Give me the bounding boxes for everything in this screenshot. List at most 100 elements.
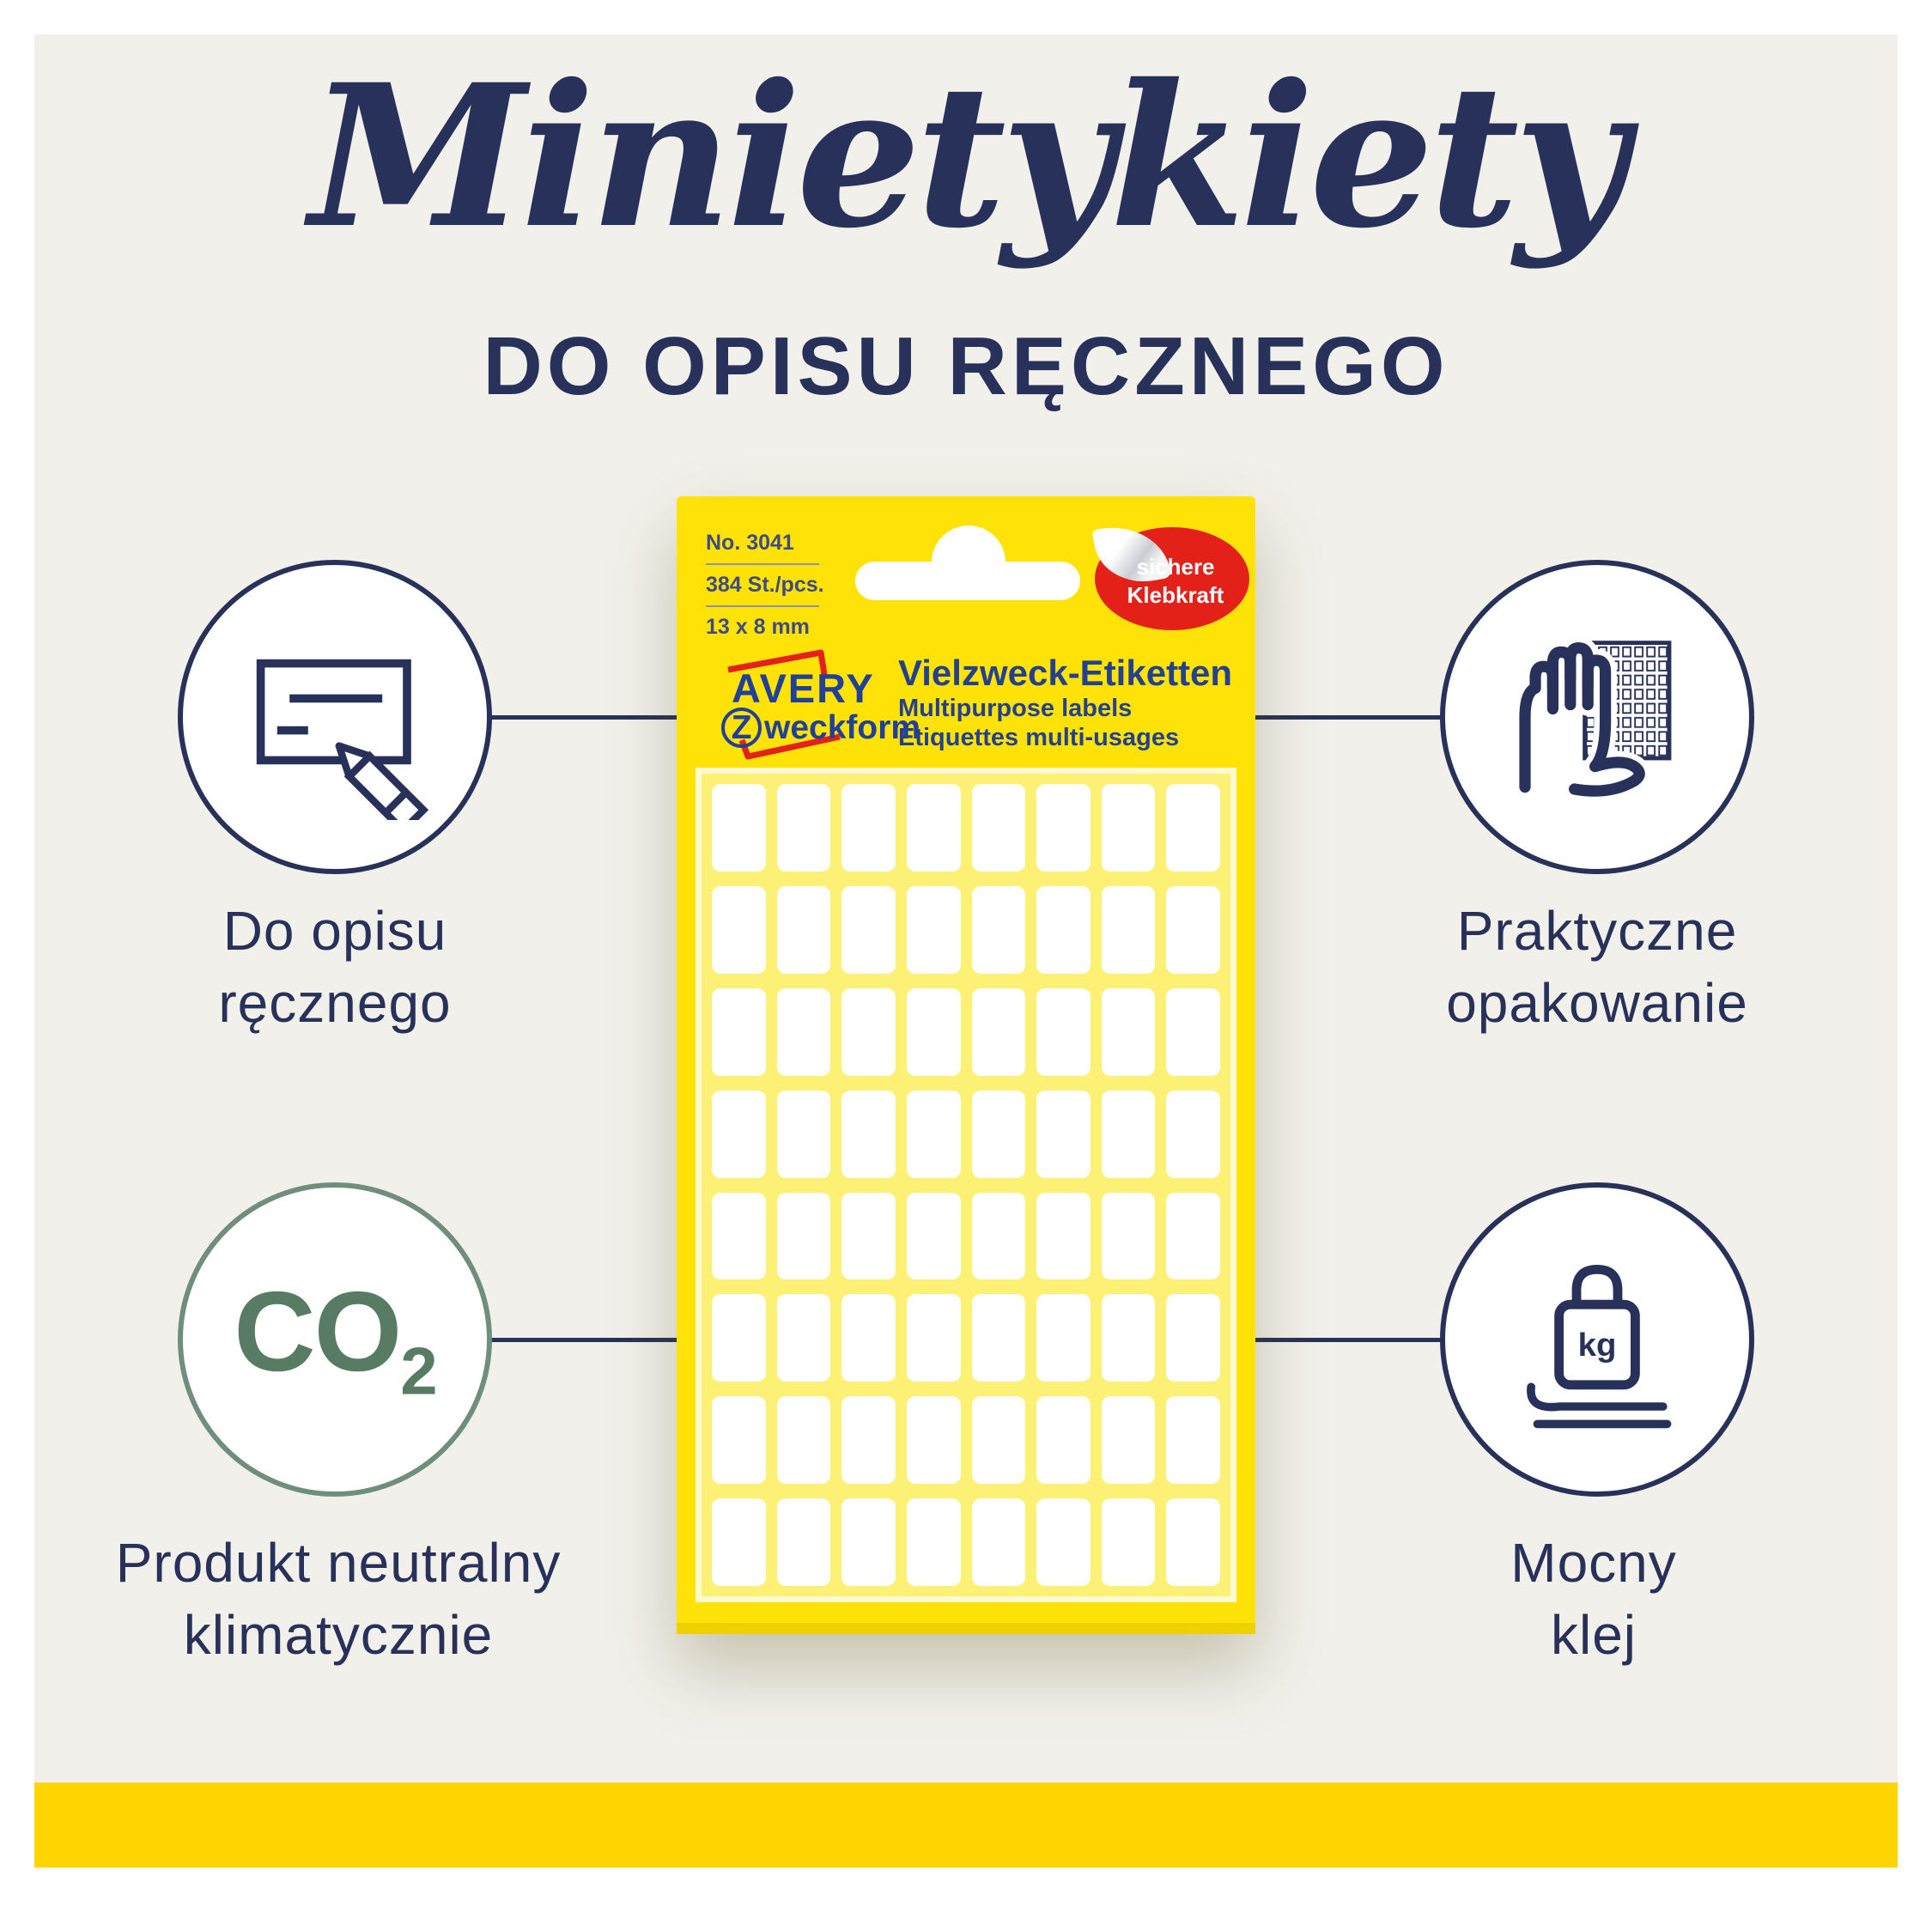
product-title: Vielzweck-Etiketten	[898, 653, 1233, 693]
label-cell	[906, 885, 961, 974]
feature-circle-co2: CO2	[178, 1182, 492, 1497]
label-cell	[1101, 987, 1156, 1076]
divider	[706, 563, 819, 565]
adhesive-badge: sichere Klebkraft	[1091, 518, 1249, 630]
label-cell	[1101, 1498, 1156, 1586]
package-bottom-edge	[677, 1623, 1255, 1634]
label-cell	[1166, 1294, 1220, 1382]
product-dimensions: 13 x 8 mm	[706, 615, 810, 639]
label-cell	[971, 1090, 1026, 1178]
label-cell	[841, 1294, 896, 1382]
label-cell	[906, 987, 961, 1076]
connector-top-left	[489, 715, 677, 720]
label-cell	[971, 1192, 1026, 1280]
label-cell	[841, 1192, 896, 1280]
page-title: Minietykiety	[309, 41, 1628, 271]
label-cell	[1101, 1192, 1156, 1280]
label-cell	[906, 1396, 961, 1485]
label-cell	[906, 1192, 961, 1280]
z-circle-mark: Z	[721, 708, 762, 748]
label-cell	[1036, 1396, 1091, 1485]
label-cell	[841, 885, 896, 974]
label-cell	[1036, 1498, 1091, 1586]
product-subtitle-fr: Étiquettes multi-usages	[898, 724, 1180, 751]
label-pencil-icon	[256, 659, 429, 820]
label-cell	[841, 1396, 896, 1485]
label-cell	[841, 1090, 896, 1178]
product-package: No. 3041 384 St./pcs. 13 x 8 mm sichere …	[677, 496, 1255, 1634]
page-subtitle: DO OPISU RĘCZNEGO	[483, 320, 1449, 412]
label-cell	[841, 1498, 896, 1586]
label-cell	[712, 1192, 766, 1280]
label-cell	[776, 784, 831, 872]
label-cell	[971, 885, 1026, 974]
label-cell	[1166, 987, 1220, 1076]
connector-bottom-right	[1255, 1338, 1443, 1342]
label-cell	[776, 1498, 831, 1586]
label-cell	[841, 784, 896, 872]
hand-sheet-icon	[1513, 636, 1672, 803]
label-sheet	[696, 768, 1236, 1602]
feature-label-co2: Produkt neutralny klimatycznie	[115, 1532, 562, 1667]
label-cell	[1166, 1090, 1220, 1178]
label-cell	[776, 1090, 831, 1178]
package-info-block: No. 3041 384 St./pcs. 13 x 8 mm	[706, 531, 824, 640]
label-cell	[1101, 885, 1156, 974]
label-cell	[1036, 1192, 1091, 1280]
product-number: No. 3041	[706, 531, 794, 555]
label-cell	[1166, 784, 1220, 872]
label-cell	[971, 987, 1026, 1076]
label-cell	[712, 987, 766, 1076]
feature-circle-adhesive: kg	[1440, 1182, 1754, 1497]
label-cell	[712, 1396, 766, 1485]
feature-circle-packaging	[1440, 560, 1754, 874]
weight-icon: kg	[1527, 1264, 1672, 1429]
label-cell	[1166, 1498, 1220, 1586]
label-cell	[712, 784, 766, 872]
label-cell	[906, 1090, 961, 1178]
label-cell	[776, 1294, 831, 1382]
label-cell	[776, 987, 831, 1076]
badge-text: sichere Klebkraft	[1127, 554, 1224, 608]
label-cell	[776, 885, 831, 974]
feature-label-adhesive: Mocny klej	[1510, 1532, 1677, 1667]
label-cell	[1166, 885, 1220, 974]
label-cell	[906, 1294, 961, 1382]
label-cell	[1101, 1090, 1156, 1178]
product-subtitle-en: Multipurpose labels	[898, 695, 1133, 722]
label-cell	[712, 1294, 766, 1382]
co2-icon: CO2	[234, 1267, 437, 1409]
feature-label-packaging: Praktyczne opakowanie	[1446, 900, 1748, 1035]
label-cell	[906, 1498, 961, 1586]
product-quantity: 384 St./pcs.	[706, 573, 824, 597]
label-cell	[712, 1090, 766, 1178]
label-cell	[971, 1498, 1026, 1586]
label-cell	[1101, 1396, 1156, 1485]
label-cell	[906, 784, 961, 872]
label-cell	[1036, 784, 1091, 872]
label-cell	[712, 1498, 766, 1586]
bottom-yellow-bar	[34, 1783, 1898, 1868]
divider	[706, 605, 819, 607]
label-cell	[1101, 1294, 1156, 1382]
svg-text:kg: kg	[1578, 1327, 1617, 1364]
connector-bottom-left	[489, 1338, 677, 1342]
brand-name: AVERY	[732, 665, 875, 711]
connector-top-right	[1255, 715, 1443, 720]
label-cell	[776, 1396, 831, 1485]
label-cell	[1036, 1294, 1091, 1382]
hang-tab-hole	[932, 526, 1005, 599]
label-cell	[1036, 885, 1091, 974]
label-cell	[841, 987, 896, 1076]
label-cell	[1101, 784, 1156, 872]
label-cell	[1036, 1090, 1091, 1178]
label-cell	[1036, 987, 1091, 1076]
feature-circle-handwriting	[178, 560, 492, 874]
label-cell	[971, 1294, 1026, 1382]
feature-label-handwriting: Do opisu ręcznego	[218, 900, 452, 1035]
label-cell	[712, 885, 766, 974]
label-cell	[1166, 1396, 1220, 1485]
label-cell	[971, 784, 1026, 872]
